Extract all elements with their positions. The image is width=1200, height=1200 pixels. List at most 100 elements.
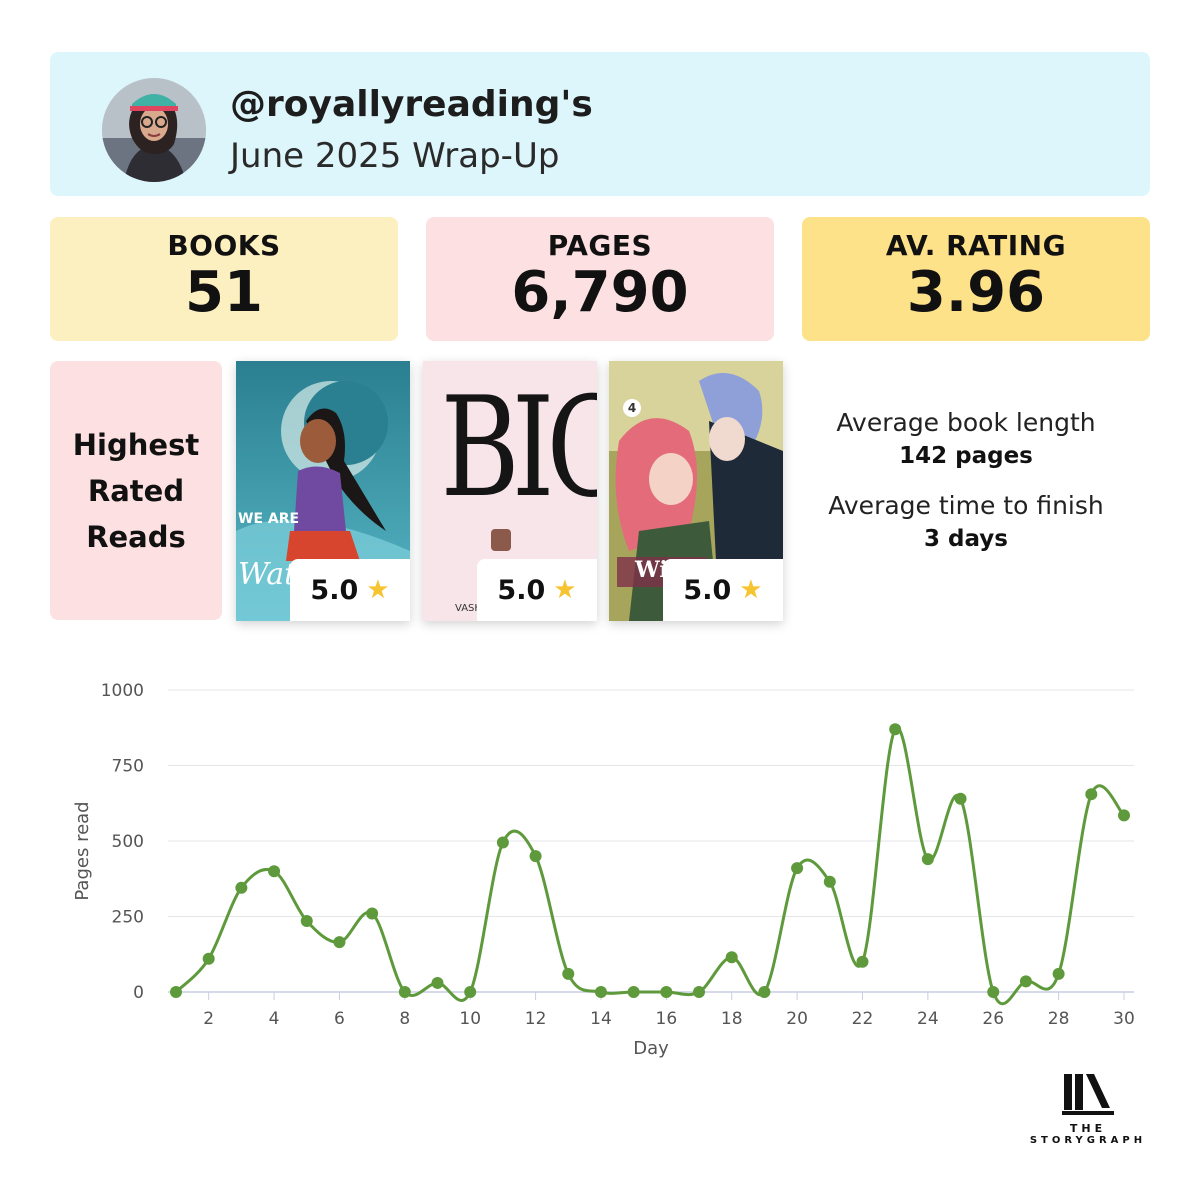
data-point[interactable] bbox=[921, 853, 934, 866]
data-point[interactable] bbox=[300, 915, 313, 928]
data-point[interactable] bbox=[1052, 967, 1065, 980]
star-icon: ★ bbox=[553, 575, 577, 605]
data-point[interactable] bbox=[594, 986, 607, 998]
profile-header: @royallyreading's June 2025 Wrap-Up bbox=[50, 52, 1150, 196]
rating-stat-label: AV. RATING bbox=[885, 229, 1067, 262]
data-point[interactable] bbox=[268, 865, 281, 878]
books-stat-card: BOOKS 51 bbox=[50, 217, 398, 341]
x-tick-label: 22 bbox=[852, 1009, 874, 1029]
data-point[interactable] bbox=[202, 952, 215, 965]
book-2-rating-badge: 5.0 ★ bbox=[477, 559, 597, 621]
pages-stat-value: 6,790 bbox=[511, 260, 689, 325]
y-tick-label: 250 bbox=[112, 908, 144, 928]
data-point[interactable] bbox=[1118, 809, 1130, 822]
data-point[interactable] bbox=[987, 986, 1000, 998]
highest-rated-line-3: Reads bbox=[86, 519, 186, 554]
x-tick-label: 14 bbox=[590, 1009, 612, 1029]
book-1-rating-badge: 5.0 ★ bbox=[290, 559, 410, 621]
books-stat-label: BOOKS bbox=[167, 229, 281, 262]
data-point[interactable] bbox=[496, 836, 509, 849]
highest-rated-line-1: Highest bbox=[72, 427, 200, 462]
wrap-up-title: June 2025 Wrap-Up bbox=[230, 136, 560, 176]
cover-2-title: BIG bbox=[440, 367, 597, 528]
reading-averages: Average book length 142 pages Average ti… bbox=[800, 408, 1132, 552]
avg-length-value: 142 pages bbox=[899, 443, 1033, 469]
avg-time-value: 3 days bbox=[924, 526, 1008, 552]
book-1-rating-value: 5.0 bbox=[310, 574, 359, 606]
highest-rated-label-box: Highest Rated Reads bbox=[50, 361, 222, 620]
x-tick-label: 30 bbox=[1113, 1009, 1135, 1029]
data-point[interactable] bbox=[333, 936, 346, 949]
data-point[interactable] bbox=[562, 967, 575, 980]
logo-text-storygraph: STORYGRAPH bbox=[1029, 1135, 1147, 1146]
cover-2-figure bbox=[491, 529, 511, 551]
data-point[interactable] bbox=[529, 850, 542, 863]
x-tick-label: 12 bbox=[525, 1009, 547, 1029]
x-tick-label: 28 bbox=[1048, 1009, 1070, 1029]
logo-text-the: THE bbox=[1069, 1122, 1107, 1135]
pages-read-line bbox=[174, 726, 1126, 1006]
avg-length-label: Average book length bbox=[836, 408, 1096, 437]
data-point[interactable] bbox=[1019, 975, 1032, 988]
x-tick-label: 8 bbox=[399, 1009, 410, 1029]
data-point[interactable] bbox=[170, 986, 182, 998]
cover-3-volume: 4 bbox=[623, 399, 641, 417]
data-point[interactable] bbox=[235, 881, 248, 894]
y-tick-label: 0 bbox=[133, 983, 144, 1003]
data-point[interactable] bbox=[464, 986, 477, 998]
avg-time-label: Average time to finish bbox=[828, 491, 1104, 520]
y-tick-label: 1000 bbox=[101, 681, 144, 701]
profile-handle: @royallyreading's bbox=[230, 84, 593, 125]
cover-2-author: VASHTI bbox=[455, 603, 491, 614]
x-tick-label: 16 bbox=[656, 1009, 678, 1029]
data-point[interactable] bbox=[823, 875, 836, 888]
cover-1-text-top: WE ARE bbox=[238, 511, 300, 527]
data-point[interactable] bbox=[889, 723, 902, 736]
x-tick-label: 6 bbox=[334, 1009, 345, 1029]
highest-rated-heading: Highest Rated Reads bbox=[73, 422, 199, 560]
rating-stat-value: 3.96 bbox=[906, 260, 1046, 325]
x-tick-label: 20 bbox=[786, 1009, 808, 1029]
x-tick-label: 24 bbox=[917, 1009, 939, 1029]
x-axis-title: Day bbox=[633, 1038, 669, 1059]
avatar bbox=[102, 78, 206, 182]
book-cover-3[interactable]: 4 Witch 5.0 ★ bbox=[609, 361, 783, 621]
rating-stat-card: AV. RATING 3.96 bbox=[802, 217, 1150, 341]
y-tick-label: 750 bbox=[112, 757, 144, 777]
data-point[interactable] bbox=[627, 986, 640, 998]
data-point[interactable] bbox=[660, 986, 673, 998]
x-tick-label: 18 bbox=[721, 1009, 743, 1029]
storygraph-logo-icon bbox=[1062, 1074, 1114, 1115]
x-tick-label: 2 bbox=[203, 1009, 214, 1029]
book-cover-1[interactable]: WE ARE Water 5.0 ★ bbox=[236, 361, 410, 621]
chart-points bbox=[170, 723, 1130, 998]
data-point[interactable] bbox=[431, 976, 444, 989]
data-point[interactable] bbox=[791, 862, 804, 875]
data-point[interactable] bbox=[398, 986, 411, 998]
star-icon: ★ bbox=[366, 575, 390, 605]
data-point[interactable] bbox=[856, 955, 869, 968]
y-tick-label: 500 bbox=[112, 832, 144, 852]
pages-stat-card: PAGES 6,790 bbox=[426, 217, 774, 341]
chart-grid bbox=[168, 689, 1134, 993]
x-tick-label: 4 bbox=[269, 1009, 280, 1029]
data-point[interactable] bbox=[758, 986, 771, 998]
highest-rated-line-2: Rated bbox=[87, 473, 185, 508]
storygraph-logo: THE STORYGRAPH bbox=[1028, 1072, 1148, 1146]
data-point[interactable] bbox=[366, 907, 379, 920]
book-cover-2[interactable]: BIG VASHTI 5.0 ★ bbox=[423, 361, 597, 621]
data-point[interactable] bbox=[954, 792, 967, 805]
books-stat-value: 51 bbox=[185, 260, 263, 325]
book-3-rating-value: 5.0 bbox=[683, 574, 732, 606]
pages-stat-label: PAGES bbox=[547, 229, 653, 262]
data-point[interactable] bbox=[693, 986, 706, 998]
data-point[interactable] bbox=[725, 951, 738, 964]
y-axis-title: Pages read bbox=[72, 801, 93, 900]
x-tick-label: 26 bbox=[982, 1009, 1004, 1029]
book-2-rating-value: 5.0 bbox=[497, 574, 546, 606]
book-3-rating-badge: 5.0 ★ bbox=[663, 559, 783, 621]
star-icon: ★ bbox=[739, 575, 763, 605]
data-point[interactable] bbox=[1085, 788, 1098, 801]
